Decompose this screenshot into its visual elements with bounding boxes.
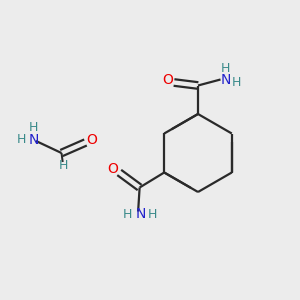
Text: H: H xyxy=(59,159,69,172)
Text: H: H xyxy=(221,61,231,75)
Text: O: O xyxy=(86,133,97,147)
Text: N: N xyxy=(136,208,146,221)
Text: H: H xyxy=(148,208,157,221)
Text: H: H xyxy=(17,133,26,146)
Text: O: O xyxy=(107,162,118,176)
Text: N: N xyxy=(221,73,231,86)
Text: H: H xyxy=(123,208,132,221)
Text: H: H xyxy=(29,121,38,134)
Text: H: H xyxy=(231,76,241,89)
Text: N: N xyxy=(28,133,39,146)
Text: O: O xyxy=(163,73,173,87)
